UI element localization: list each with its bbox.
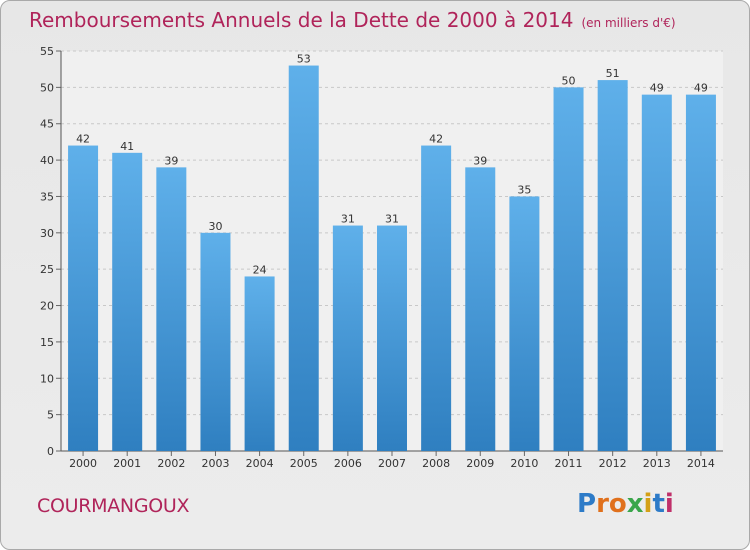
bar xyxy=(465,167,496,451)
x-tick-label: 2012 xyxy=(599,457,627,470)
logo-letter: i xyxy=(643,489,653,519)
y-tick-label: 30 xyxy=(40,227,54,240)
data-label: 49 xyxy=(650,82,664,95)
bar xyxy=(597,80,628,451)
data-label: 39 xyxy=(164,154,178,167)
bar xyxy=(553,87,584,451)
data-label: 51 xyxy=(606,67,620,80)
x-tick-label: 2002 xyxy=(157,457,185,470)
bar xyxy=(421,145,452,451)
bar xyxy=(377,225,407,451)
bar xyxy=(685,94,716,452)
y-tick-label: 0 xyxy=(47,445,54,458)
bar xyxy=(112,152,143,451)
data-label: 31 xyxy=(341,213,355,226)
logo-letter: P xyxy=(577,489,597,519)
commune-name: COURMANGOUX xyxy=(37,495,190,517)
bar xyxy=(641,94,672,452)
logo-letter: x xyxy=(626,489,644,519)
chart-title: Remboursements Annuels de la Dette de 20… xyxy=(29,8,676,32)
x-tick-label: 2007 xyxy=(378,457,406,470)
logo-letter: r xyxy=(596,489,609,519)
x-tick-label: 2005 xyxy=(290,457,318,470)
chart-unit: (en milliers d'€) xyxy=(581,16,676,30)
x-tick-label: 2006 xyxy=(334,457,362,470)
data-label: 24 xyxy=(253,263,267,276)
data-label: 42 xyxy=(76,133,90,146)
data-label: 35 xyxy=(517,183,531,196)
data-label: 49 xyxy=(694,82,708,95)
logo-letter: i xyxy=(664,489,674,519)
x-tick-label: 2008 xyxy=(422,457,450,470)
data-label: 53 xyxy=(297,53,311,66)
bar xyxy=(332,225,363,451)
data-label: 30 xyxy=(208,220,222,233)
x-tick-label: 2004 xyxy=(246,457,274,470)
chart-title-text: Remboursements Annuels de la Dette de 20… xyxy=(29,8,574,32)
data-label: 41 xyxy=(120,140,134,153)
y-tick-label: 50 xyxy=(40,81,54,94)
bar xyxy=(288,65,319,451)
data-label: 42 xyxy=(429,133,443,146)
data-label: 50 xyxy=(562,74,576,87)
x-tick-label: 2001 xyxy=(113,457,141,470)
x-tick-label: 2009 xyxy=(466,457,494,470)
y-tick-label: 20 xyxy=(40,300,54,313)
y-tick-label: 25 xyxy=(40,263,54,276)
proxiti-logo: Proxiti xyxy=(577,489,674,519)
x-tick-label: 2014 xyxy=(687,457,715,470)
logo-letter: o xyxy=(608,489,627,519)
y-tick-label: 55 xyxy=(40,45,54,58)
x-tick-label: 2010 xyxy=(510,457,538,470)
y-tick-label: 35 xyxy=(40,190,54,203)
bar xyxy=(156,167,187,451)
x-tick-label: 2003 xyxy=(201,457,229,470)
bar xyxy=(244,276,275,451)
y-tick-label: 10 xyxy=(40,372,54,385)
y-tick-label: 5 xyxy=(47,409,54,422)
x-tick-label: 2013 xyxy=(643,457,671,470)
y-tick-label: 45 xyxy=(40,118,54,131)
bar xyxy=(68,145,99,451)
y-tick-label: 40 xyxy=(40,154,54,167)
logo-letter: t xyxy=(652,489,665,519)
y-tick-label: 15 xyxy=(40,336,54,349)
data-label: 39 xyxy=(473,154,487,167)
data-label: 31 xyxy=(385,213,399,226)
x-tick-label: 2000 xyxy=(69,457,97,470)
x-tick-label: 2011 xyxy=(555,457,583,470)
bar xyxy=(200,232,231,451)
bar xyxy=(509,196,540,451)
